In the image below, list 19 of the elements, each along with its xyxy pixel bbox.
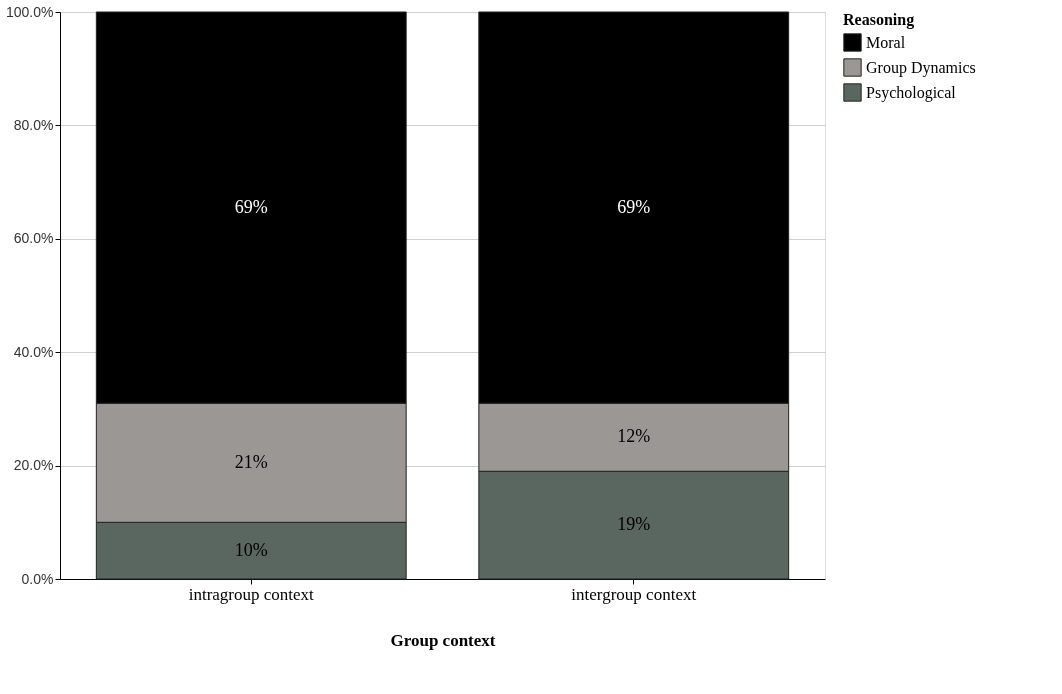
- data-label: 21%: [234, 451, 268, 472]
- y-tick-label: 80.0%: [13, 116, 54, 133]
- y-tick-label: 40.0%: [13, 343, 54, 360]
- y-tick-label: 60.0%: [13, 230, 54, 247]
- data-label: 19%: [617, 514, 651, 535]
- x-tick-label: intragroup context: [188, 584, 315, 604]
- x-tick-label: intergroup context: [571, 584, 697, 604]
- legend-label: Group Dynamics: [866, 58, 976, 77]
- y-tick-label: 20.0%: [13, 457, 54, 474]
- legend-label: Psychological: [866, 83, 957, 102]
- y-tick-label: 100.0%: [6, 3, 54, 20]
- legend-title: Reasoning: [843, 11, 915, 29]
- legend-label: Moral: [866, 33, 906, 51]
- data-label: 10%: [234, 539, 268, 560]
- data-label: 69%: [234, 196, 268, 217]
- data-label: 69%: [617, 196, 651, 217]
- y-tick-label: 0.0%: [21, 570, 54, 587]
- data-label: 12%: [617, 426, 651, 447]
- x-axis-title: Group context: [390, 630, 496, 650]
